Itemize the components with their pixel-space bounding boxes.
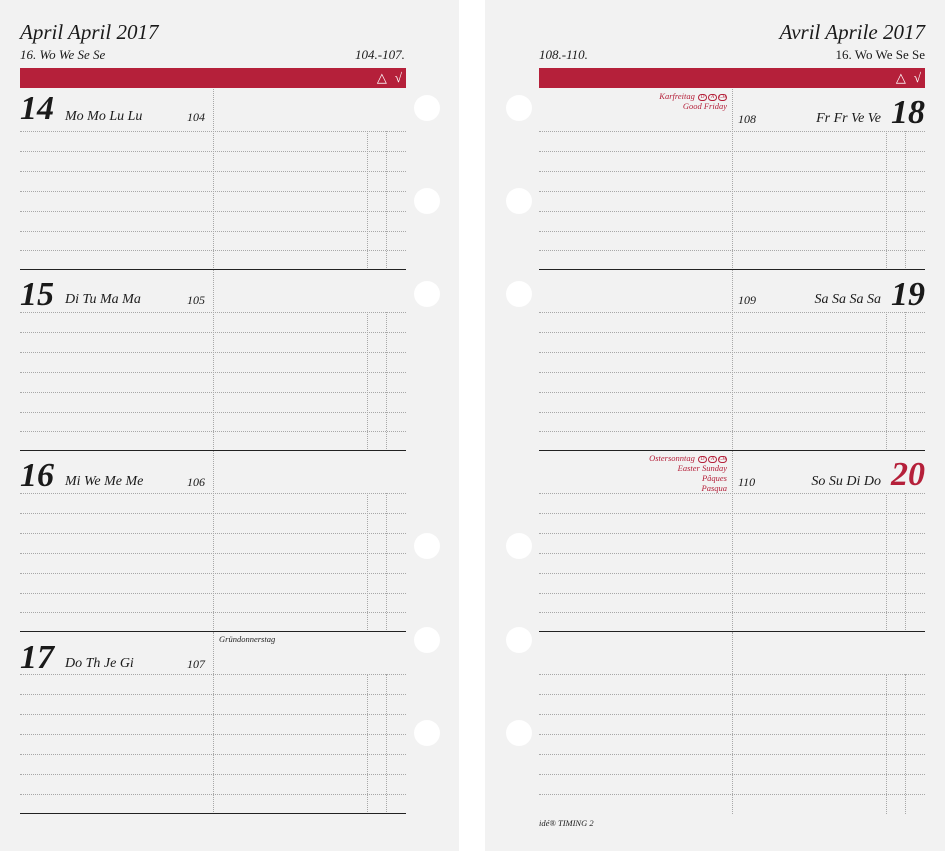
punch-hole — [414, 720, 440, 746]
header-bar: △ √ — [20, 68, 406, 88]
punch-hole — [414, 95, 440, 121]
day-number: 17 — [20, 639, 54, 676]
weekday-names: Mo Mo Lu Lu — [65, 109, 143, 124]
day-block[interactable]: 15 Di Tu Ma Ma 105 — [20, 270, 406, 451]
day-range: 108.-110. — [539, 47, 588, 62]
day-of-year: 105 — [187, 293, 205, 307]
punch-hole — [414, 627, 440, 653]
day-of-year: 109 — [738, 293, 756, 307]
day-block[interactable]: Ostersonntag D A CH Easter Sunday Pâques P… — [539, 451, 925, 632]
day-number: 15 — [20, 276, 54, 313]
note-label: Gründonnerstag — [219, 634, 276, 644]
weekday-names: Di Tu Ma Ma — [65, 292, 141, 307]
month-title: Avril Aprile 2017 — [779, 20, 925, 44]
day-block[interactable]: 14 Mo Mo Lu Lu 104 — [20, 89, 406, 270]
day-of-year: 106 — [187, 475, 205, 489]
day-number: 20 — [891, 456, 925, 493]
punch-hole — [506, 188, 532, 214]
punch-hole — [506, 533, 532, 559]
holiday-label: Ostersonntag D A CH Easter Sunday Pâques P… — [649, 453, 727, 493]
day-range: 104.-107. — [355, 47, 405, 62]
day-block[interactable]: Gründonnerstag 17 Do Th Je Gi 107 — [20, 632, 406, 814]
weekday-names: Sa Sa Sa Sa — [814, 292, 882, 307]
day-block[interactable]: Karfreitag D A CH Good Friday 108 Fr Fr Ve… — [539, 89, 925, 270]
punch-hole — [506, 95, 532, 121]
check-icon: √ — [913, 70, 921, 85]
header-bar: △ √ — [539, 68, 925, 88]
day-of-year: 108 — [738, 112, 756, 126]
day-number: 18 — [891, 94, 925, 131]
day-block[interactable]: 16 Mi We Me Me 106 — [20, 451, 406, 632]
weekday-names: Mi We Me Me — [65, 474, 144, 489]
month-title: April April 2017 — [20, 20, 159, 44]
day-block-continued[interactable] — [539, 632, 925, 814]
weekday-names: So Su Di Do — [811, 474, 881, 489]
holiday-label: Karfreitag D A CH Good Friday — [659, 91, 727, 111]
footer-brand: idé® TIMING 2 — [539, 818, 594, 828]
day-of-year: 107 — [187, 657, 205, 671]
triangle-icon: △ — [376, 70, 387, 85]
right-page: Avril Aprile 2017 108.-110. 16. Wo We Se… — [485, 0, 945, 851]
punch-hole — [506, 627, 532, 653]
weekday-names: Fr Fr Ve Ve — [816, 111, 881, 126]
day-block[interactable]: 109 Sa Sa Sa Sa 19 — [539, 270, 925, 451]
punch-hole — [414, 188, 440, 214]
punch-hole — [506, 720, 532, 746]
weekday-names: Do Th Je Gi — [65, 656, 134, 671]
punch-hole — [506, 281, 532, 307]
week-label: 16. Wo We Se Se — [835, 47, 925, 62]
left-page: April April 2017 16. Wo We Se Se 104.-10… — [0, 0, 459, 851]
day-number: 19 — [891, 276, 925, 313]
check-icon: √ — [394, 70, 402, 85]
punch-hole — [414, 533, 440, 559]
day-number: 16 — [20, 457, 54, 494]
week-label: 16. Wo We Se Se — [20, 47, 106, 62]
punch-hole — [414, 281, 440, 307]
day-of-year: 110 — [738, 475, 756, 489]
triangle-icon: △ — [895, 70, 906, 85]
day-of-year: 104 — [187, 110, 205, 124]
day-number: 14 — [20, 90, 54, 127]
